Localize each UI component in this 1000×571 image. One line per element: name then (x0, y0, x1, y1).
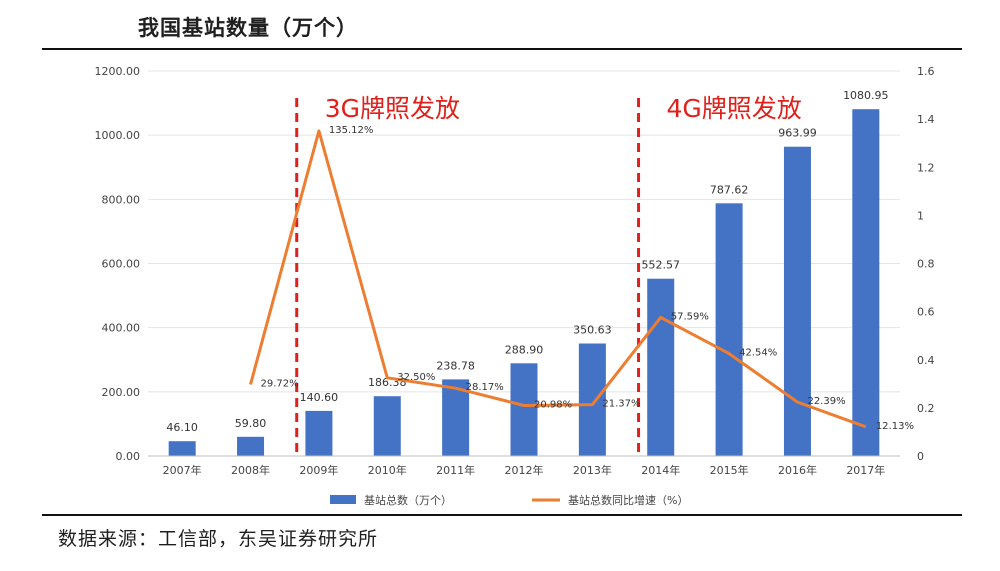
y-tick-label: 800.00 (102, 193, 141, 206)
y2-tick-label: 1 (917, 209, 924, 222)
line-labels: 29.72% 135.12% 32.50% 28.17% 20.98% 21.37% 57.… (261, 125, 914, 432)
y2-tick-label: 0 (917, 450, 924, 463)
bar-data-label: 787.62 (710, 183, 749, 196)
bottom-rule (42, 514, 962, 516)
x-tick-label: 2009年 (299, 463, 338, 477)
y-axis-right: 0 0.2 0.4 0.6 0.8 1 1.2 1.4 1.6 (917, 65, 935, 463)
y2-tick-label: 1.6 (917, 65, 935, 78)
bar-data-label: 1080.95 (843, 89, 889, 102)
x-tick-label: 2010年 (368, 463, 407, 477)
bar (578, 343, 606, 456)
bar (783, 146, 811, 456)
bar (442, 379, 470, 456)
bar (852, 109, 880, 457)
x-tick-label: 2013年 (573, 463, 612, 477)
source-note: 数据来源：工信部，东吴证券研究所 (58, 528, 379, 550)
line-data-label: 42.54% (739, 348, 777, 359)
bar (715, 203, 743, 456)
bar (373, 396, 401, 456)
x-tick-label: 2014年 (641, 463, 680, 477)
bar-data-label: 59.80 (235, 417, 267, 430)
y2-tick-label: 0.8 (917, 258, 935, 271)
page-title: 我国基站数量（万个） (138, 15, 358, 40)
y-tick-label: 600.00 (102, 258, 141, 271)
x-tick-label: 2015年 (710, 463, 749, 477)
bar (510, 363, 538, 456)
y-tick-label: 400.00 (102, 322, 141, 335)
x-axis: 2007年 2008年 2009年 2010年 2011年 2012年 2013年 2014年… (163, 463, 886, 477)
license-markers: 3G牌照发放 4G牌照发放 (295, 94, 802, 452)
y-tick-label: 1000.00 (95, 129, 141, 142)
x-tick-label: 2007年 (163, 463, 202, 477)
bar-data-label: 552.57 (641, 259, 680, 272)
bar-labels: 46.10 59.80140.60186.38238.78288.90350.63… (166, 89, 888, 434)
line-data-label: 32.50% (397, 372, 435, 383)
y2-tick-label: 1.2 (917, 161, 935, 174)
line-data-label: 29.72% (261, 378, 299, 389)
line-data-label: 135.12% (329, 125, 374, 136)
legend-label-bar: 基站总数（万个） (364, 493, 452, 507)
bar (305, 410, 333, 456)
x-tick-label: 2008年 (231, 463, 270, 477)
x-tick-label: 2016年 (778, 463, 817, 477)
line-data-label: 57.59% (671, 311, 709, 322)
bar-data-label: 963.99 (778, 127, 817, 140)
legend-label-line: 基站总数同比增速（%） (568, 493, 688, 507)
x-tick-label: 2017年 (846, 463, 885, 477)
top-rule (42, 48, 962, 50)
bar-data-label: 140.60 (300, 391, 339, 404)
x-tick-label: 2012年 (505, 463, 544, 477)
annotation-3g: 3G牌照发放 (325, 94, 460, 123)
y2-tick-label: 0.4 (917, 354, 935, 367)
y-tick-label: 1200.00 (95, 65, 141, 78)
line-data-label: 20.98% (534, 400, 572, 411)
x-tick-label: 2011年 (436, 463, 475, 477)
line-data-label: 22.39% (807, 396, 845, 407)
legend: 基站总数（万个） 基站总数同比增速（%） (330, 493, 688, 507)
annotation-4g: 4G牌照发放 (667, 94, 802, 123)
y2-tick-label: 1.4 (917, 113, 935, 126)
bar-data-label: 46.10 (166, 421, 198, 434)
y2-tick-label: 0.6 (917, 306, 935, 319)
bar-data-label: 350.63 (573, 324, 612, 337)
y-tick-label: 200.00 (102, 386, 141, 399)
line-data-label: 12.13% (876, 421, 914, 432)
bar-series (168, 109, 880, 457)
bar (237, 436, 265, 456)
bar (168, 441, 196, 456)
legend-swatch-bar (330, 495, 356, 504)
y-axis-left: 0.00 200.00 400.00 600.00 800.00 1000.00 1200.… (95, 65, 141, 463)
bar-data-label: 288.90 (505, 343, 544, 356)
growth-rate-line (249, 129, 867, 429)
y2-tick-label: 0.2 (917, 402, 935, 415)
bar (647, 278, 675, 456)
y-tick-label: 0.00 (116, 450, 141, 463)
line-data-label: 28.17% (466, 382, 504, 393)
bar-data-label: 238.78 (436, 359, 475, 372)
line-data-label: 21.37% (602, 399, 640, 410)
chart: 0.00 200.00 400.00 600.00 800.00 1000.00 1200.… (95, 65, 935, 507)
